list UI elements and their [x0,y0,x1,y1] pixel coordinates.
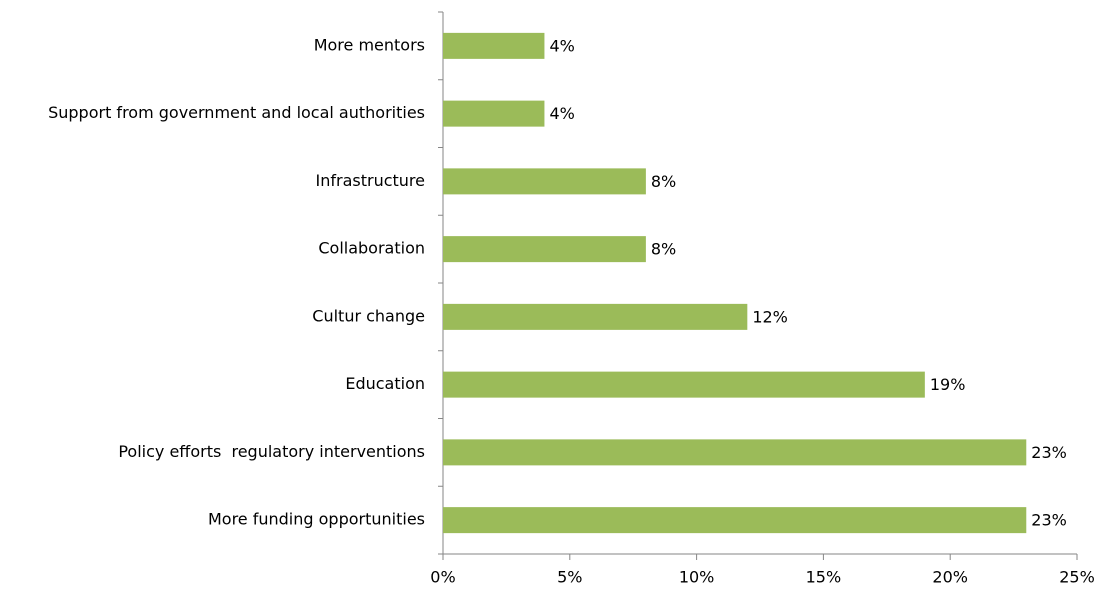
value-label: 23% [1031,443,1067,462]
y-tick-label: Cultur change [312,306,425,325]
y-tick-label: Support from government and local author… [48,103,425,122]
x-tick-label: 15% [806,568,842,587]
y-tick-label: Infrastructure [316,171,425,190]
bar [443,507,1027,534]
value-label: 8% [651,172,676,191]
y-tick-label: Education [345,374,425,393]
value-label: 8% [651,240,676,259]
x-tick-label: 25% [1059,568,1095,587]
bar [443,303,748,330]
y-tick-label: More mentors [314,35,425,54]
value-label: 19% [930,375,966,394]
bar [443,32,545,59]
bar [443,168,646,195]
x-tick-label: 5% [557,568,582,587]
bar [443,100,545,127]
x-tick-label: 0% [430,568,455,587]
value-label: 12% [752,307,788,326]
x-tick-label: 20% [932,568,968,587]
y-tick-label: Collaboration [318,239,425,258]
bar [443,439,1027,466]
y-tick-label: Policy efforts regulatory interventions [118,442,425,461]
x-tick-label: 10% [679,568,715,587]
bar [443,236,646,263]
value-label: 23% [1031,511,1067,530]
value-label: 4% [549,104,574,123]
value-label: 4% [549,36,574,55]
bar [443,371,925,398]
y-tick-label: More funding opportunities [208,510,425,529]
